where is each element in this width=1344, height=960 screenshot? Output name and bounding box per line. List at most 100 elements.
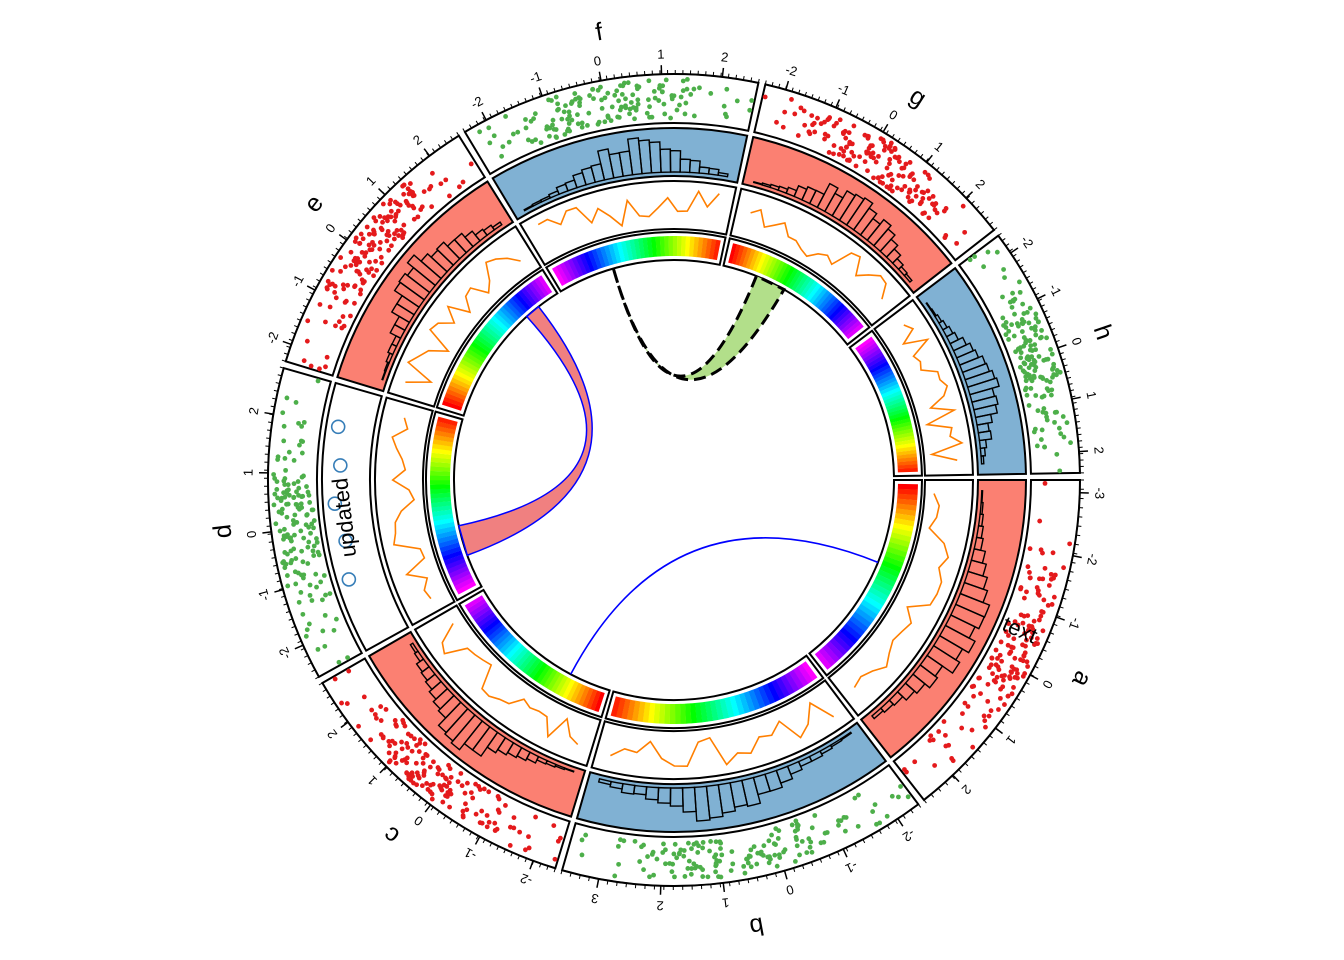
- scatter-point: [455, 779, 461, 785]
- scatter-point: [745, 860, 751, 866]
- scatter-point: [649, 114, 655, 120]
- heatmap-cell: [430, 488, 451, 494]
- scatter-point: [644, 110, 650, 116]
- heatmap-cell: [724, 697, 735, 718]
- scatter-point: [1017, 364, 1023, 370]
- scatter-point: [429, 204, 435, 210]
- scatter-point: [424, 781, 430, 786]
- heatmap-cell: [471, 605, 491, 621]
- heatmap-cell: [446, 388, 467, 400]
- scatter-point: [1029, 354, 1035, 360]
- scatter-point: [295, 479, 301, 484]
- scatter-point: [411, 216, 417, 222]
- scatter-point: [314, 584, 319, 590]
- scatter-point: [435, 771, 441, 777]
- sector-e: [284, 134, 559, 417]
- heatmap-cell: [684, 703, 692, 724]
- scatter-point: [555, 101, 561, 107]
- scatter-point: [322, 643, 328, 649]
- heatmap-cell: [843, 320, 862, 337]
- scatter-point: [484, 813, 490, 818]
- scatter-point: [831, 143, 837, 148]
- scatter-point: [531, 116, 536, 122]
- scatter-point: [307, 500, 313, 505]
- scatter-point: [981, 713, 987, 719]
- scatter-point: [307, 582, 313, 588]
- heatmap-cell: [658, 703, 666, 724]
- scatter-point: [985, 249, 991, 255]
- scatter-point: [812, 813, 818, 818]
- histogram-bar: [717, 171, 729, 178]
- heatmap-cell: [620, 240, 630, 262]
- sector-label: g: [905, 82, 932, 113]
- scatter-point: [900, 173, 906, 179]
- axis-major-tick: [596, 878, 600, 888]
- scatter-point: [314, 536, 319, 541]
- axis-major-tick: [538, 87, 543, 97]
- scatter-point: [822, 830, 828, 836]
- scatter-point: [1023, 374, 1029, 380]
- heatmap-cell: [616, 241, 626, 263]
- heatmap-cell: [812, 287, 828, 306]
- scatter-point: [1008, 669, 1014, 675]
- scatter-point: [993, 647, 999, 653]
- axis-major-tick: [1029, 674, 1039, 680]
- scatter-point: [419, 783, 425, 789]
- scatter-point: [682, 111, 688, 117]
- scatter-point: [942, 235, 948, 241]
- scatter-point: [1024, 659, 1030, 665]
- scatter-point: [1044, 414, 1049, 420]
- axis-tick-label: 1: [657, 47, 665, 62]
- scatter-point: [464, 780, 470, 786]
- scatter-point: [303, 633, 309, 639]
- scatter-point: [332, 676, 338, 682]
- heatmap-cell: [651, 236, 658, 257]
- scatter-point: [1020, 642, 1025, 648]
- histogram-bar: [980, 490, 984, 504]
- scatter-point: [999, 658, 1005, 664]
- scatter-point: [353, 235, 359, 241]
- scatter-point: [674, 855, 680, 861]
- axis-tick-label: 2: [656, 898, 664, 913]
- links-layer: [457, 268, 879, 675]
- heatmap-cell: [440, 546, 462, 557]
- heatmap-cell: [460, 358, 480, 373]
- scatter-point: [986, 713, 992, 719]
- scatter-point: [440, 772, 445, 778]
- link-ribbon: [457, 305, 593, 557]
- sector-g: [722, 83, 996, 346]
- scatter-point: [1012, 655, 1018, 661]
- scatter-point: [529, 139, 535, 144]
- scatter-point: [1031, 357, 1037, 363]
- heatmap-cell: [882, 390, 903, 402]
- scatter-point: [967, 257, 973, 263]
- axis-tick-label: -1: [528, 68, 544, 86]
- scatter-point: [1032, 327, 1038, 333]
- scatter-point: [609, 104, 615, 110]
- heatmap-cell: [432, 443, 453, 451]
- heatmap-cell: [444, 392, 465, 404]
- scatter-point: [391, 236, 397, 242]
- scatter-point: [1022, 369, 1027, 375]
- scatter-point: [841, 814, 847, 820]
- scatter-point: [705, 874, 711, 880]
- heatmap-cell: [443, 554, 465, 566]
- heatmap-cell: [870, 582, 891, 597]
- scatter-point: [430, 170, 435, 176]
- sector-label: a: [1066, 667, 1097, 692]
- scatter-point: [1038, 437, 1044, 442]
- scatter-point: [1050, 550, 1056, 556]
- link-line: [570, 537, 879, 675]
- scatter-point: [447, 193, 452, 199]
- scatter-point: [280, 410, 286, 416]
- heatmap-cell: [653, 703, 661, 724]
- scatter-point: [878, 136, 884, 142]
- heatmap-cell: [889, 537, 910, 548]
- sector-label: c: [378, 820, 405, 850]
- track-lines-border: [590, 679, 856, 780]
- scatter-point: [1049, 602, 1055, 607]
- scatter-point: [1030, 626, 1036, 632]
- scatter-point: [293, 581, 299, 587]
- scatter-point: [896, 154, 902, 160]
- scatter-point: [1019, 329, 1025, 334]
